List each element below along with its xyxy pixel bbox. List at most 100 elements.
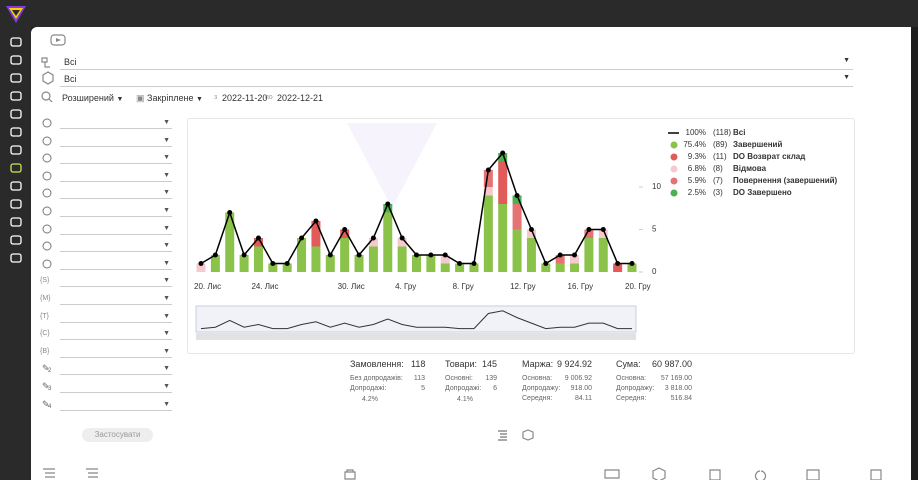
legend-name: Завершений — [733, 140, 782, 149]
legend-count: (7) — [713, 176, 723, 185]
label: по — [265, 94, 273, 101]
filter-select[interactable]: ▼ — [60, 381, 172, 393]
total-point — [428, 252, 434, 258]
select-value: Всі — [64, 74, 77, 84]
date-input[interactable]: 2022-12-21 — [277, 93, 324, 103]
select-value: Всі — [64, 57, 77, 67]
nav-glyph — [10, 109, 22, 119]
filter-select[interactable]: ▼ — [60, 363, 172, 376]
filter-select[interactable]: ▼ — [60, 152, 172, 165]
nav-icon[interactable] — [10, 72, 22, 84]
filter-tag: {T} — [40, 312, 49, 320]
legend-count: (11) — [713, 152, 727, 161]
chart: 0 5 10 20. Лис 24. Лис 30. Лис 4. Гру 8. Гру 12.… — [194, 123, 838, 340]
bar-segment — [340, 238, 350, 272]
nav-icon[interactable] — [10, 144, 22, 156]
total-point — [543, 261, 549, 266]
bar-segment — [483, 170, 493, 187]
navigator — [195, 305, 637, 333]
nav-glyph — [10, 127, 22, 137]
video-button[interactable] — [50, 33, 66, 47]
date-input[interactable]: 2022-11-20 — [222, 93, 268, 103]
bar-segment — [253, 246, 263, 272]
nav-icon[interactable] — [10, 108, 22, 120]
bar-segment — [498, 153, 508, 162]
bar-segment — [483, 195, 493, 272]
filter-select[interactable]: ▼ — [60, 240, 172, 253]
mode-select[interactable]: Розширений ▼ — [62, 93, 124, 103]
summary-value: 145 — [482, 359, 498, 369]
nav-icon[interactable] — [10, 90, 22, 102]
summary-label: Допродажу: — [522, 385, 561, 392]
nav-icon[interactable] — [10, 216, 22, 228]
filter-select[interactable]: ▼ — [60, 346, 172, 358]
total-point — [255, 235, 261, 241]
apply-button[interactable]: Застосувати — [82, 428, 153, 442]
view-toggle[interactable] — [497, 429, 537, 441]
glyph — [42, 118, 52, 128]
glyph — [42, 153, 52, 163]
total-point — [313, 218, 319, 224]
summary-value: 60 987.00 — [652, 359, 693, 369]
total-point — [557, 252, 563, 258]
total-line — [200, 151, 632, 265]
total-point — [327, 252, 333, 258]
caret: ▼ — [163, 171, 170, 179]
total-point — [500, 150, 506, 156]
bar-segment — [526, 229, 536, 238]
bar-segment — [570, 255, 580, 264]
filter-select[interactable]: ▼ — [60, 187, 172, 200]
nav-icon[interactable] — [10, 198, 22, 210]
legend-share: 6.8% — [688, 164, 706, 173]
filter-select[interactable]: ▼ — [60, 258, 172, 270]
filter-tag: {C} — [40, 330, 50, 338]
caret: ▼ — [163, 224, 170, 232]
nav-icon[interactable] — [10, 126, 22, 138]
legend-name: DO Завершено — [733, 188, 792, 197]
bar-segment — [368, 238, 378, 247]
bar-segment — [253, 238, 263, 247]
nav-icon[interactable] — [10, 252, 22, 264]
nav-icon[interactable] — [10, 36, 22, 48]
bar-segment — [368, 246, 378, 272]
filter-select[interactable]: ▼ — [60, 117, 172, 129]
filter-select[interactable]: ▼ — [60, 311, 172, 323]
top-bar — [0, 0, 918, 27]
bar-segment — [210, 255, 220, 272]
glyph — [42, 136, 52, 146]
legend-share: 2.5% — [688, 188, 706, 197]
summary-label: Основна: — [616, 375, 647, 382]
filter-select[interactable]: ▼ — [60, 293, 172, 305]
filter-select[interactable]: ▼ — [60, 170, 172, 182]
summary-label: Допродажі: — [350, 385, 387, 392]
nav-icon[interactable] — [10, 180, 22, 192]
filter-select[interactable]: Всі ▼ — [60, 56, 853, 70]
bar-segment — [397, 238, 407, 247]
x-tick-label: 30. Лис — [338, 282, 365, 291]
nav-icon[interactable] — [10, 234, 22, 246]
filter-select[interactable]: ▼ — [60, 135, 172, 147]
bar-segment — [555, 263, 565, 272]
nav-icon[interactable] — [10, 162, 22, 174]
filter-select[interactable]: ▼ — [60, 275, 172, 288]
filter-select[interactable]: ▼ — [60, 205, 172, 217]
logo — [6, 6, 26, 23]
bar-segment — [282, 263, 292, 272]
summary-number: 516.84 — [670, 395, 692, 402]
filter-select[interactable]: Всі ▼ — [60, 73, 853, 87]
total-point — [615, 261, 621, 266]
total-point — [342, 227, 348, 232]
filter-select[interactable]: ▼ — [60, 399, 172, 411]
nav-icon[interactable] — [10, 54, 22, 66]
total-point — [212, 252, 218, 258]
bar-segment — [397, 246, 407, 272]
filter-select[interactable]: ▼ — [60, 328, 172, 341]
nav-glyph — [10, 181, 22, 191]
pencil-icon: ✎ — [42, 381, 50, 391]
caret: ▼ — [163, 295, 170, 302]
total-point — [414, 252, 419, 258]
summary-label: Допродажі: — [445, 385, 482, 392]
select-value: Розширений — [62, 93, 114, 103]
pinned-select[interactable]: ▣ Закріплене ▼ — [136, 93, 203, 103]
filter-select[interactable]: ▼ — [60, 223, 172, 235]
